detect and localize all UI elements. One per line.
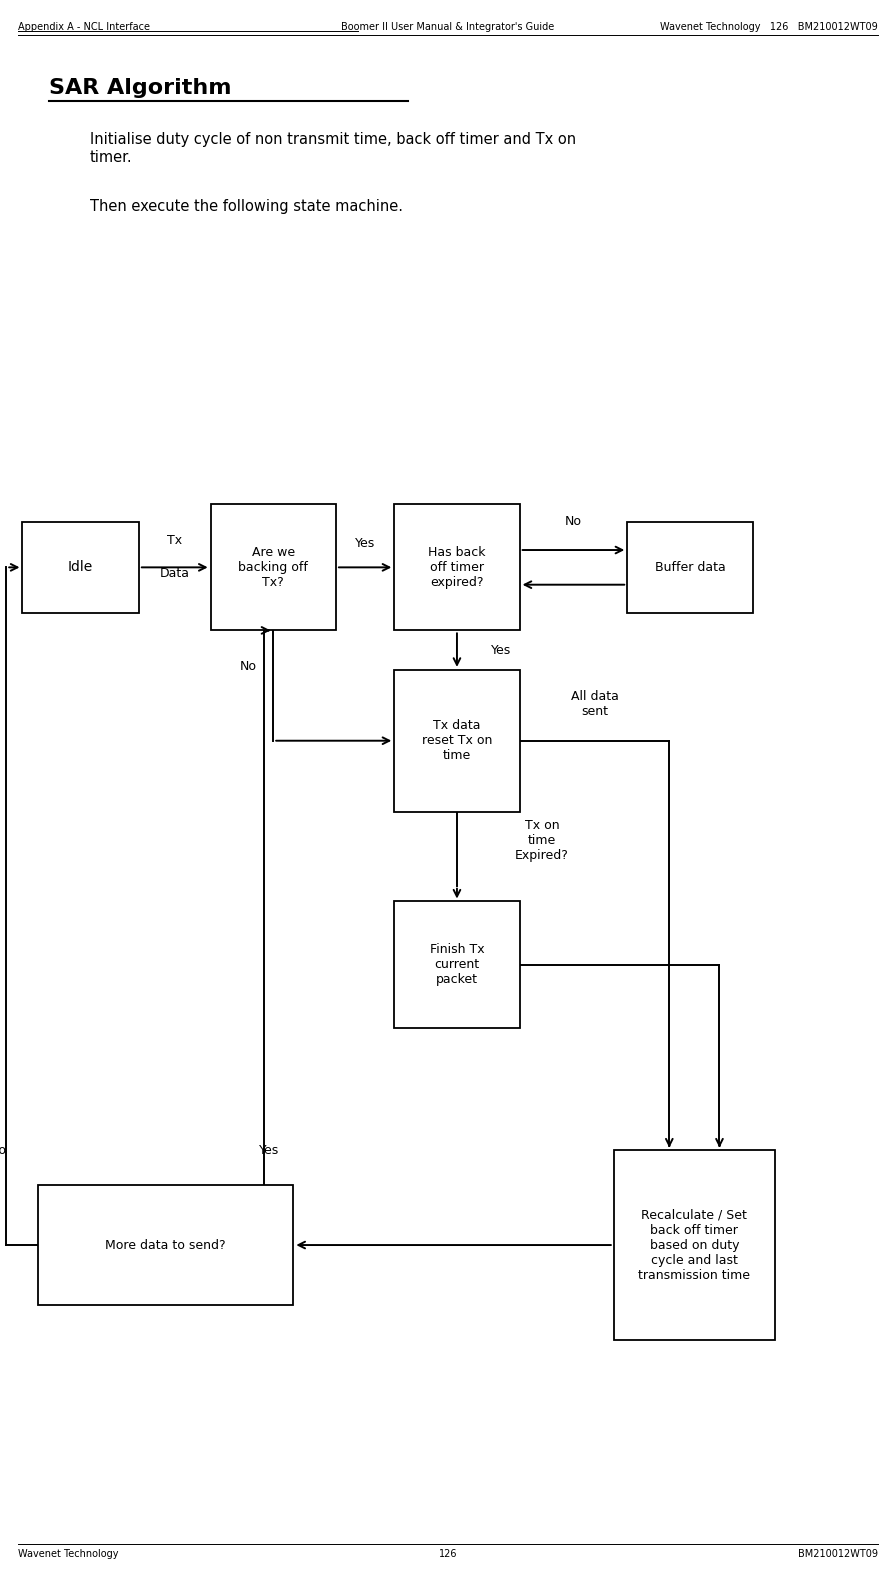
Text: Recalculate / Set
back off timer
based on duty
cycle and last
transmission time: Recalculate / Set back off timer based o… (638, 1209, 751, 1281)
FancyBboxPatch shape (211, 504, 336, 630)
FancyBboxPatch shape (394, 504, 520, 630)
Text: Yes: Yes (491, 643, 512, 657)
Text: Wavenet Technology: Wavenet Technology (18, 1549, 118, 1559)
Text: BM210012WT09: BM210012WT09 (798, 1549, 878, 1559)
Text: More data to send?: More data to send? (106, 1239, 226, 1251)
Text: Finish Tx
current
packet: Finish Tx current packet (430, 942, 484, 987)
FancyBboxPatch shape (614, 1150, 775, 1340)
Text: Initialise duty cycle of non transmit time, back off timer and Tx on
timer.: Initialise duty cycle of non transmit ti… (90, 132, 576, 165)
Text: 126: 126 (439, 1549, 457, 1559)
FancyBboxPatch shape (22, 522, 139, 613)
Text: Tx data
reset Tx on
time: Tx data reset Tx on time (422, 719, 492, 763)
Text: No: No (565, 515, 582, 528)
Text: Tx: Tx (168, 534, 182, 547)
Text: Boomer II User Manual & Integrator's Guide: Boomer II User Manual & Integrator's Gui… (341, 22, 555, 32)
FancyBboxPatch shape (39, 1185, 294, 1305)
FancyBboxPatch shape (394, 901, 520, 1028)
Text: Tx on
time
Expired?: Tx on time Expired? (515, 820, 569, 862)
FancyBboxPatch shape (394, 670, 520, 812)
Text: No: No (0, 1144, 6, 1157)
Text: SAR Algorithm: SAR Algorithm (49, 79, 232, 98)
Text: Data: Data (159, 567, 190, 580)
FancyBboxPatch shape (627, 522, 753, 613)
Text: Then execute the following state machine.: Then execute the following state machine… (90, 199, 402, 214)
Text: Appendix A - NCL Interface: Appendix A - NCL Interface (18, 22, 150, 32)
Text: Wavenet Technology   126   BM210012WT09: Wavenet Technology 126 BM210012WT09 (660, 22, 878, 32)
Text: All data
sent: All data sent (571, 690, 618, 719)
Text: Are we
backing off
Tx?: Are we backing off Tx? (238, 545, 308, 589)
Text: Has back
off timer
expired?: Has back off timer expired? (428, 545, 486, 589)
Text: Yes: Yes (355, 537, 375, 550)
Text: Yes: Yes (259, 1144, 279, 1157)
Text: Idle: Idle (68, 561, 93, 574)
Text: Buffer data: Buffer data (655, 561, 725, 574)
Text: No: No (240, 660, 256, 673)
